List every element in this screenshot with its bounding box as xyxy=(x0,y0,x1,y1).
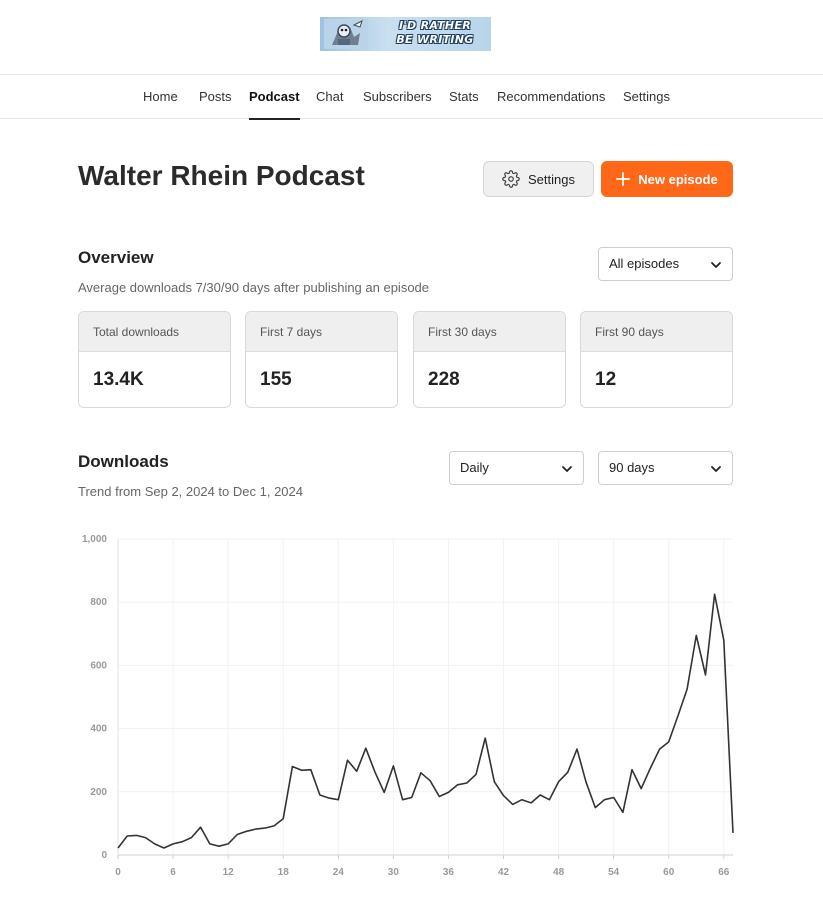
y-tick-label: 400 xyxy=(90,724,107,735)
x-tick-label: 12 xyxy=(223,867,235,878)
nav-item-chat[interactable]: Chat xyxy=(316,89,344,104)
downloads-line-chart: 0 200 400 600 800 1,000 0 6 12 18 24 30 36 42 48 54 60 66 xyxy=(82,534,734,878)
settings-button-label: Settings xyxy=(528,171,575,187)
nav-item-stats[interactable]: Stats xyxy=(449,89,479,104)
stat-card-first-90-days: First 90 days 12 xyxy=(580,311,733,408)
nav-item-subscribers[interactable]: Subscribers xyxy=(363,89,432,104)
x-tick-label: 30 xyxy=(388,867,400,878)
x-tick-label: 60 xyxy=(663,867,675,878)
y-tick-label: 200 xyxy=(90,787,107,798)
settings-button[interactable]: Settings xyxy=(483,161,594,197)
x-tick-label: 54 xyxy=(608,867,620,878)
series-line xyxy=(117,593,734,849)
x-tick-label: 0 xyxy=(115,867,121,878)
chevron-down-icon xyxy=(711,262,721,268)
stat-card-first-7-days: First 7 days 155 xyxy=(245,311,398,408)
y-tick-label: 0 xyxy=(101,850,107,861)
overview-subtitle: Average downloads 7/30/90 days after pub… xyxy=(78,280,430,295)
gear-icon xyxy=(502,170,520,188)
stat-card-value: 13.4K xyxy=(93,369,144,390)
interval-select[interactable]: Daily xyxy=(449,451,584,485)
stat-card-value: 155 xyxy=(260,369,292,390)
nav-item-home[interactable]: Home xyxy=(143,89,178,104)
site-logo[interactable]: I'D RATHER BE WRITING xyxy=(320,17,491,51)
y-tick-label: 1,000 xyxy=(82,534,107,545)
nav-item-recommendations[interactable]: Recommendations xyxy=(497,89,606,104)
downloads-subtitle: Trend from Sep 2, 2024 to Dec 1, 2024 xyxy=(78,484,303,499)
stat-card-label: Total downloads xyxy=(79,312,230,352)
x-tick-label: 42 xyxy=(498,867,510,878)
nav-item-posts[interactable]: Posts xyxy=(199,89,232,104)
range-select[interactable]: 90 days xyxy=(598,451,733,485)
robot-mascot-icon xyxy=(324,19,368,49)
x-tick-label: 36 xyxy=(443,867,455,878)
stat-card-first-30-days: First 30 days 228 xyxy=(413,311,566,408)
x-tick-label: 18 xyxy=(278,867,290,878)
stat-card-label: First 30 days xyxy=(414,312,565,352)
stat-card-label: First 7 days xyxy=(246,312,397,352)
stat-card-value: 12 xyxy=(595,369,617,390)
episode-filter-select[interactable]: All episodes xyxy=(598,247,733,281)
downloads-title: Downloads xyxy=(78,452,169,471)
y-tick-label: 600 xyxy=(90,660,107,671)
chevron-down-icon xyxy=(562,466,572,472)
chevron-down-icon xyxy=(711,466,721,472)
nav-item-settings[interactable]: Settings xyxy=(623,89,670,104)
top-nav: Home Posts Podcast Chat Subscribers Stat… xyxy=(0,74,823,120)
y-tick-label: 800 xyxy=(90,597,107,608)
stat-card-label: First 90 days xyxy=(581,312,732,352)
stat-card-total-downloads: Total downloads 13.4K xyxy=(78,311,231,408)
logo-text: I'D RATHER BE WRITING xyxy=(396,19,474,46)
x-tick-label: 66 xyxy=(718,867,730,878)
overview-title: Overview xyxy=(78,248,154,267)
logo-banner: I'D RATHER BE WRITING xyxy=(320,17,491,51)
page-title: Walter Rhein Podcast xyxy=(78,160,365,191)
stat-card-value: 228 xyxy=(428,369,460,390)
range-value: 90 days xyxy=(609,460,655,475)
episode-filter-value: All episodes xyxy=(609,256,680,271)
new-episode-label: New episode xyxy=(638,171,718,187)
new-episode-button[interactable]: New episode xyxy=(601,161,733,197)
interval-value: Daily xyxy=(460,460,489,475)
x-tick-label: 24 xyxy=(333,867,345,878)
x-tick-label: 48 xyxy=(553,867,565,878)
plus-icon xyxy=(616,172,631,186)
x-tick-label: 6 xyxy=(170,867,176,878)
nav-item-podcast[interactable]: Podcast xyxy=(249,75,300,120)
